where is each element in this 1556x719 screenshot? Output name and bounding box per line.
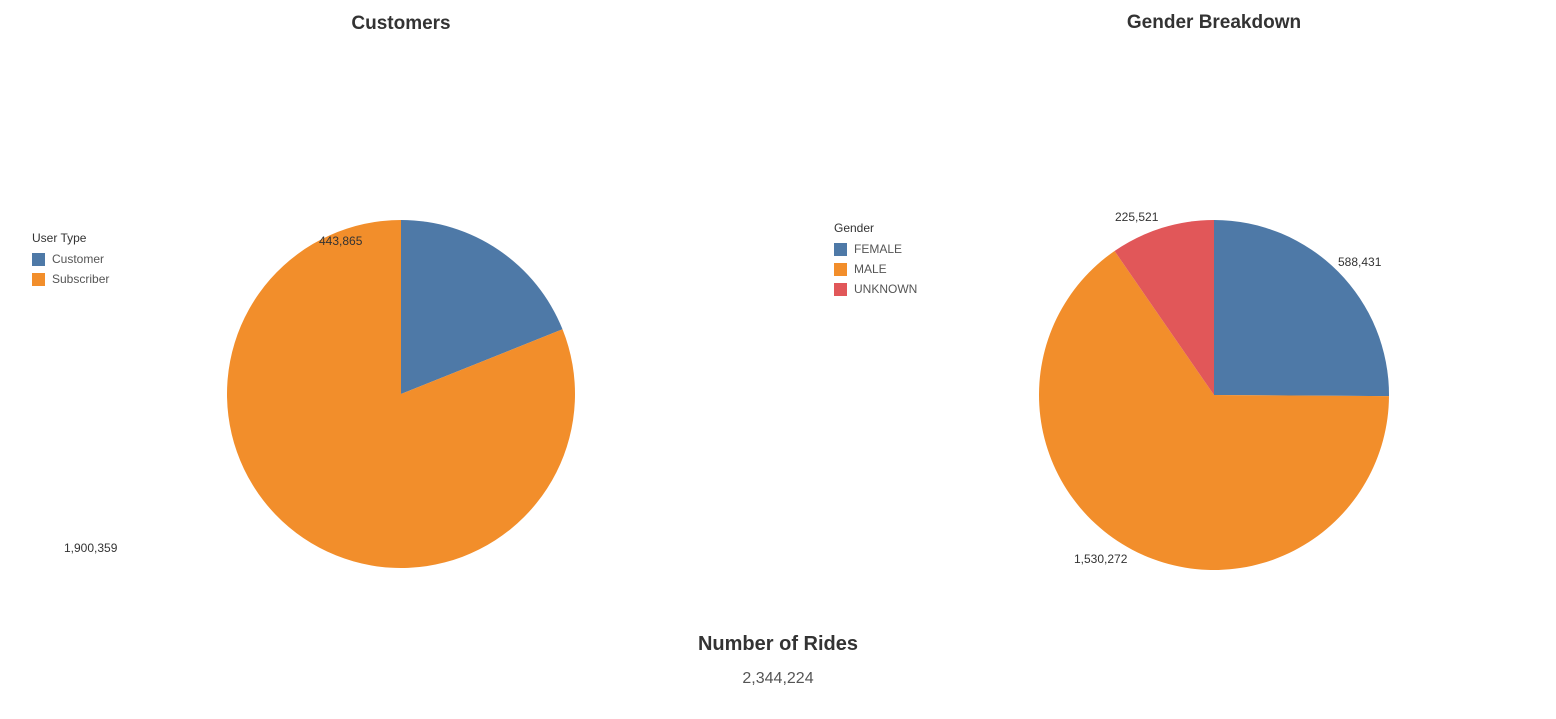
user-type-legend-title: User Type — [32, 231, 87, 245]
legend-swatch-unknown — [834, 282, 847, 296]
legend-swatch-customer — [32, 252, 45, 266]
pie-slice-subscriber[interactable] — [227, 220, 576, 568]
user-type-legend: User Type Customer Subscriber — [32, 231, 109, 289]
gender-chart-title: Gender Breakdown — [1126, 12, 1302, 33]
customers-pie-chart[interactable]: 443,865 1,900,359 — [64, 214, 581, 574]
legend-label-male: MALE — [854, 262, 887, 276]
legend-label-customer: Customer — [52, 252, 105, 266]
legend-swatch-subscriber — [32, 272, 45, 286]
legend-label-subscriber: Subscriber — [52, 272, 110, 286]
slice-value-label-unknown: 225,521 — [1115, 210, 1159, 224]
pie-slice-customer[interactable] — [401, 220, 563, 394]
slice-value-label-customer: 443,865 — [319, 234, 363, 248]
legend-swatch-male — [834, 262, 847, 276]
pie-slice-female[interactable] — [1214, 220, 1389, 397]
number-of-rides-value: 2,344,224 — [742, 670, 814, 687]
gender-pie-chart[interactable]: 588,431 1,530,272 225,521 — [1034, 210, 1394, 575]
customers-chart-title: Customers — [351, 13, 451, 34]
pie-slice-male[interactable] — [1039, 251, 1389, 570]
legend-swatch-female — [834, 242, 847, 256]
legend-item-female[interactable]: FEMALE — [834, 239, 917, 259]
slice-value-label-male: 1,530,272 — [1074, 552, 1128, 566]
legend-item-unknown[interactable]: UNKNOWN — [834, 279, 917, 299]
number-of-rides-title: Number of Rides — [697, 633, 859, 655]
legend-item-customer[interactable]: Customer — [32, 249, 109, 269]
slice-value-label-female: 588,431 — [1338, 255, 1382, 269]
legend-item-subscriber[interactable]: Subscriber — [32, 269, 109, 289]
legend-label-unknown: UNKNOWN — [854, 282, 918, 296]
slice-value-label-subscriber: 1,900,359 — [64, 541, 118, 555]
pie-slice-unknown[interactable] — [1114, 220, 1214, 395]
legend-label-female: FEMALE — [854, 242, 903, 256]
gender-legend-title: Gender — [834, 221, 875, 235]
gender-legend: Gender FEMALE MALE UNKNOWN — [834, 221, 917, 299]
legend-item-male[interactable]: MALE — [834, 259, 917, 279]
